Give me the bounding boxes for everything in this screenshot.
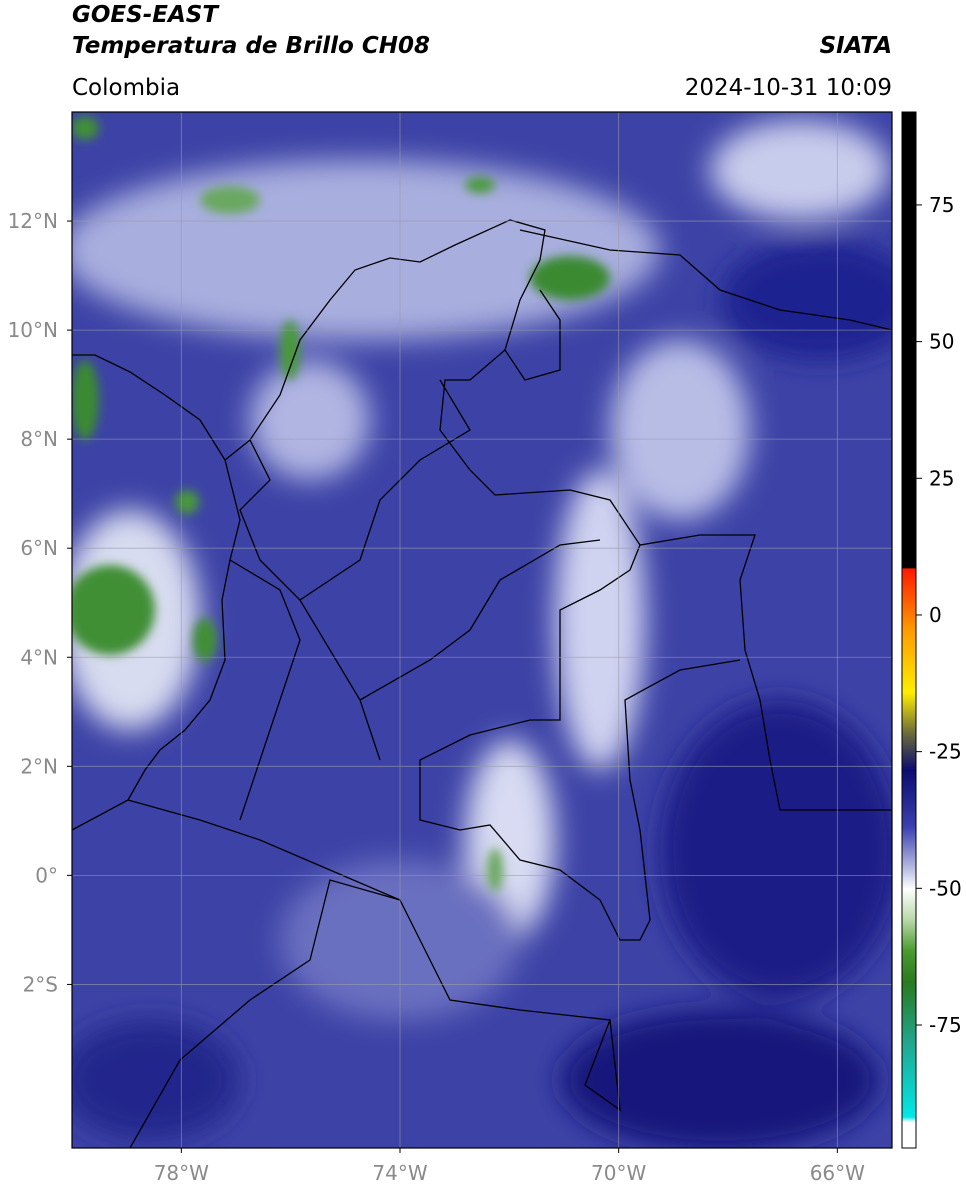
x-tick-label: 78°W — [154, 1161, 209, 1185]
colorbar-tick-label: 0 — [929, 603, 942, 627]
y-tick-label: 10°N — [8, 318, 58, 342]
subtitle: Temperatura de Brillo CH08 — [72, 33, 430, 59]
source: SIATA — [820, 33, 892, 59]
timestamp: 2024-10-31 10:09 — [685, 75, 892, 101]
colorbar-tick-label: 25 — [929, 466, 954, 490]
y-tick-label: 12°N — [8, 209, 58, 233]
x-tick-label: 70°W — [591, 1161, 646, 1185]
colorbar-tick-label: 75 — [929, 193, 954, 217]
colorbar-tick-label: -50 — [929, 876, 962, 900]
y-tick-label: 8°N — [20, 427, 58, 451]
colorbar-tick-label: -75 — [929, 1013, 962, 1037]
region: Colombia — [72, 75, 180, 101]
colorbar-tick-label: -25 — [929, 740, 962, 764]
y-tick-label: 6°N — [20, 536, 58, 560]
y-tick-label: 4°N — [20, 645, 58, 669]
map-frame — [71, 111, 893, 1149]
y-tick-label: 0° — [35, 863, 58, 887]
colorbar — [901, 111, 917, 1149]
y-tick-label: 2°S — [23, 972, 58, 996]
satellite-image — [72, 112, 892, 1148]
colorbar-tick-label: 50 — [929, 330, 954, 354]
title: GOES-EAST — [72, 2, 220, 28]
y-tick-label: 2°N — [20, 754, 58, 778]
x-tick-label: 66°W — [810, 1161, 865, 1185]
x-tick-label: 74°W — [372, 1161, 427, 1185]
